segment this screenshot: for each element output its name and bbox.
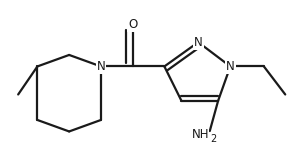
Text: NH: NH — [192, 127, 209, 140]
Text: 2: 2 — [210, 134, 217, 144]
Text: N: N — [96, 60, 105, 73]
Text: N: N — [194, 36, 203, 49]
Text: O: O — [128, 18, 137, 31]
Text: N: N — [226, 60, 235, 73]
